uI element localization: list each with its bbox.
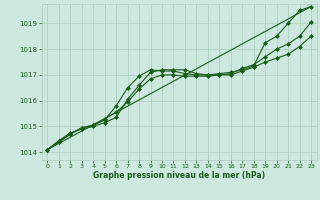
X-axis label: Graphe pression niveau de la mer (hPa): Graphe pression niveau de la mer (hPa) (93, 171, 265, 180)
